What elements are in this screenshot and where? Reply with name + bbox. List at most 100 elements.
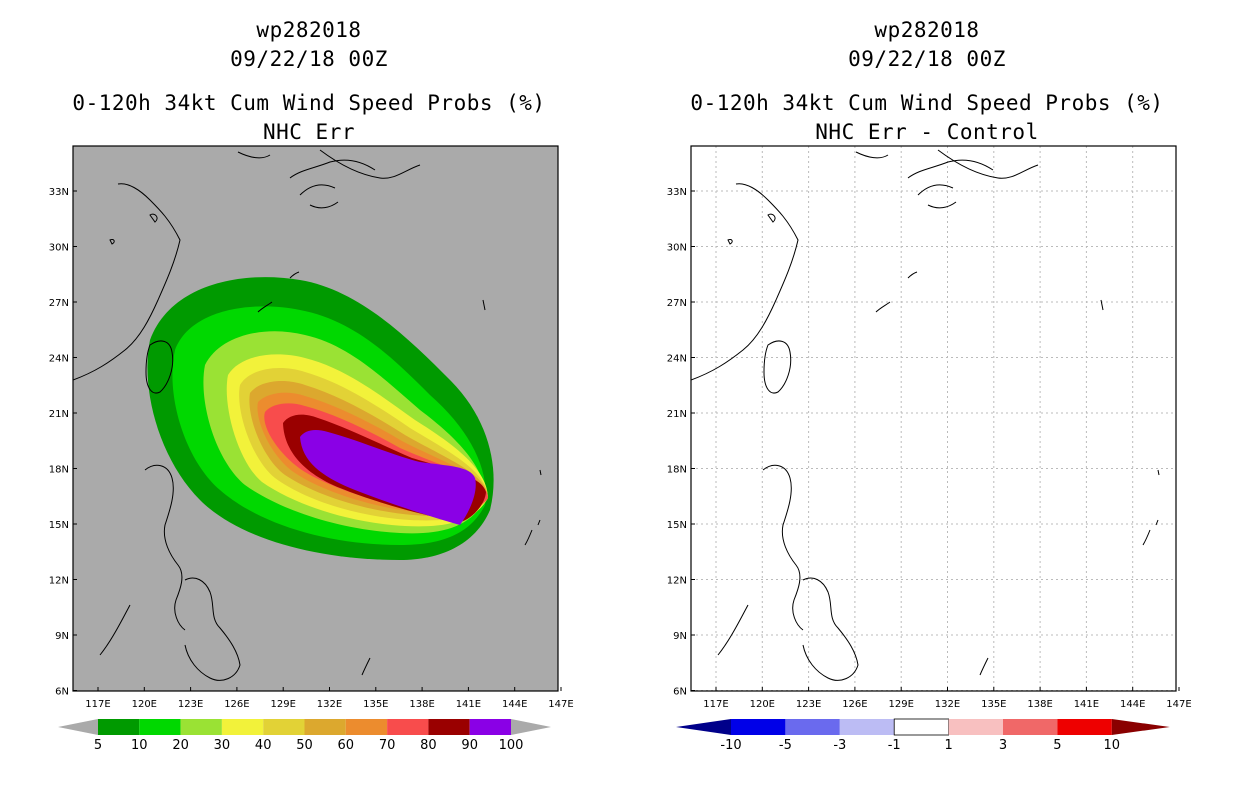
lon-tick-label: 138E bbox=[1027, 699, 1052, 710]
lon-tick-label: 123E bbox=[178, 699, 203, 710]
lat-tick-label: 18N bbox=[49, 465, 69, 476]
datetime: 09/22/18 00Z bbox=[848, 47, 1006, 71]
colorbar-swatch bbox=[731, 719, 786, 735]
lat-tick-label: 18N bbox=[667, 465, 687, 476]
colorbar-end-right bbox=[511, 719, 551, 735]
lat-tick-label: 27N bbox=[49, 298, 69, 309]
panel-subtitle: NHC Err bbox=[262, 120, 355, 144]
colorbar-label: 90 bbox=[461, 738, 478, 753]
left-panel: wp282018 09/22/18 00Z 0-120h 34kt Cum Wi… bbox=[49, 18, 574, 753]
colorbar-swatch bbox=[839, 719, 895, 735]
map-frame bbox=[690, 145, 1177, 692]
lat-tick-label: 15N bbox=[49, 520, 69, 531]
colorbar-label: 80 bbox=[420, 738, 437, 753]
colorbar-swatch bbox=[98, 719, 140, 735]
colorbar-swatch bbox=[948, 719, 1003, 735]
colorbar: -10 -5 -3 -1 1 3 5 10 bbox=[676, 718, 1170, 753]
lat-tick-label: 6N bbox=[55, 687, 69, 698]
lon-tick-label: 144E bbox=[1120, 699, 1145, 710]
colorbar-label: 3 bbox=[999, 738, 1007, 753]
colorbar-label: -3 bbox=[833, 738, 846, 753]
colorbar-swatch bbox=[1003, 719, 1058, 735]
lat-tick-label: 9N bbox=[673, 631, 687, 642]
colorbar-label: 100 bbox=[499, 738, 524, 753]
lon-tick-label: 123E bbox=[796, 699, 821, 710]
lat-tick-label: 27N bbox=[667, 298, 687, 309]
lon-tick-label: 132E bbox=[935, 699, 960, 710]
colorbar-label: 5 bbox=[94, 738, 102, 753]
right-panel: wp282018 09/22/18 00Z 0-120h 34kt Cum Wi… bbox=[618, 0, 1236, 800]
colorbar-swatch bbox=[387, 719, 429, 735]
lat-tick-label: 30N bbox=[49, 243, 69, 254]
colorbar-label: 40 bbox=[255, 738, 272, 753]
colorbar-swatch bbox=[428, 719, 470, 735]
lon-tick-label: 129E bbox=[270, 699, 295, 710]
lon-tick-label: 126E bbox=[842, 699, 867, 710]
colorbar-label: 10 bbox=[131, 738, 148, 753]
lon-tick-label: 135E bbox=[363, 699, 388, 710]
product-title: 0-120h 34kt Cum Wind Speed Probs (%) bbox=[72, 91, 546, 115]
colorbar-end-left bbox=[676, 719, 731, 735]
colorbar-swatch bbox=[221, 719, 264, 735]
lat-tick-label: 21N bbox=[667, 409, 687, 420]
datetime: 09/22/18 00Z bbox=[230, 47, 388, 71]
lon-tick-label: 117E bbox=[703, 699, 728, 710]
colorbar-swatch bbox=[785, 719, 840, 735]
colorbar-label: 30 bbox=[214, 738, 231, 753]
colorbar-end-left bbox=[58, 719, 98, 735]
lon-tick-label: 141E bbox=[456, 699, 481, 710]
lon-tick-label: 126E bbox=[224, 699, 249, 710]
colorbar-label: 50 bbox=[296, 738, 313, 753]
lon-tick-label: 141E bbox=[1074, 699, 1099, 710]
lat-tick-label: 33N bbox=[667, 187, 687, 198]
lon-tick-label: 129E bbox=[888, 699, 913, 710]
colorbar-label: -10 bbox=[720, 738, 741, 753]
coastlines bbox=[691, 149, 1160, 681]
colorbar-swatch bbox=[893, 718, 950, 736]
difference-map: 117E 120E 123E 126E 129E 132E 135E 138E 141E 144E… bbox=[667, 145, 1192, 753]
lat-tick-label: 9N bbox=[55, 631, 69, 642]
panel-subtitle: NHC Err - Control bbox=[815, 120, 1039, 144]
lat-tick-label: 30N bbox=[667, 243, 687, 254]
lon-tick-label: 144E bbox=[502, 699, 527, 710]
colorbar-label: 1 bbox=[944, 738, 952, 753]
lat-tick-label: 12N bbox=[667, 576, 687, 587]
lat-tick-label: 15N bbox=[667, 520, 687, 531]
colorbar-label: 60 bbox=[338, 738, 355, 753]
coastlines bbox=[73, 149, 542, 681]
colorbar-swatch bbox=[1057, 719, 1112, 735]
probability-contours bbox=[147, 277, 494, 560]
storm-id: wp282018 bbox=[874, 18, 980, 42]
lon-tick-label: 147E bbox=[548, 699, 573, 710]
map-background bbox=[691, 146, 1176, 691]
colorbar-end-right bbox=[1111, 719, 1170, 735]
lat-tick-label: 24N bbox=[49, 354, 69, 365]
colorbar-swatch bbox=[139, 719, 181, 735]
colorbar-label: -5 bbox=[779, 738, 792, 753]
product-title: 0-120h 34kt Cum Wind Speed Probs (%) bbox=[690, 91, 1164, 115]
storm-id: wp282018 bbox=[256, 18, 362, 42]
colorbar-label: 20 bbox=[172, 738, 189, 753]
colorbar: 5 10 20 30 40 50 60 70 80 90 100 bbox=[58, 719, 551, 753]
lon-tick-label: 132E bbox=[317, 699, 342, 710]
colorbar-label: 10 bbox=[1104, 738, 1121, 753]
axes: 117E 120E 123E 126E 129E 132E 135E 138E 141E 144E… bbox=[667, 187, 1192, 710]
map-frame bbox=[72, 145, 559, 692]
colorbar-swatch bbox=[304, 719, 346, 735]
lat-tick-label: 24N bbox=[667, 354, 687, 365]
colorbar-swatch bbox=[180, 719, 222, 735]
lon-tick-label: 120E bbox=[750, 699, 775, 710]
colorbar-swatch bbox=[263, 719, 305, 735]
colorbar-label: 70 bbox=[379, 738, 396, 753]
lat-tick-label: 6N bbox=[673, 687, 687, 698]
lon-tick-label: 117E bbox=[85, 699, 110, 710]
lon-tick-label: 135E bbox=[981, 699, 1006, 710]
colorbar-swatch bbox=[469, 719, 511, 735]
lat-tick-label: 12N bbox=[49, 576, 69, 587]
colorbar-swatch bbox=[345, 719, 388, 735]
colorbar-label: 5 bbox=[1053, 738, 1061, 753]
lat-tick-label: 21N bbox=[49, 409, 69, 420]
lon-tick-label: 147E bbox=[1166, 699, 1191, 710]
probability-map: 117E 120E 123E 126E 129E 132E 135E 138E 141E 144E… bbox=[49, 145, 574, 753]
lat-tick-label: 33N bbox=[49, 187, 69, 198]
